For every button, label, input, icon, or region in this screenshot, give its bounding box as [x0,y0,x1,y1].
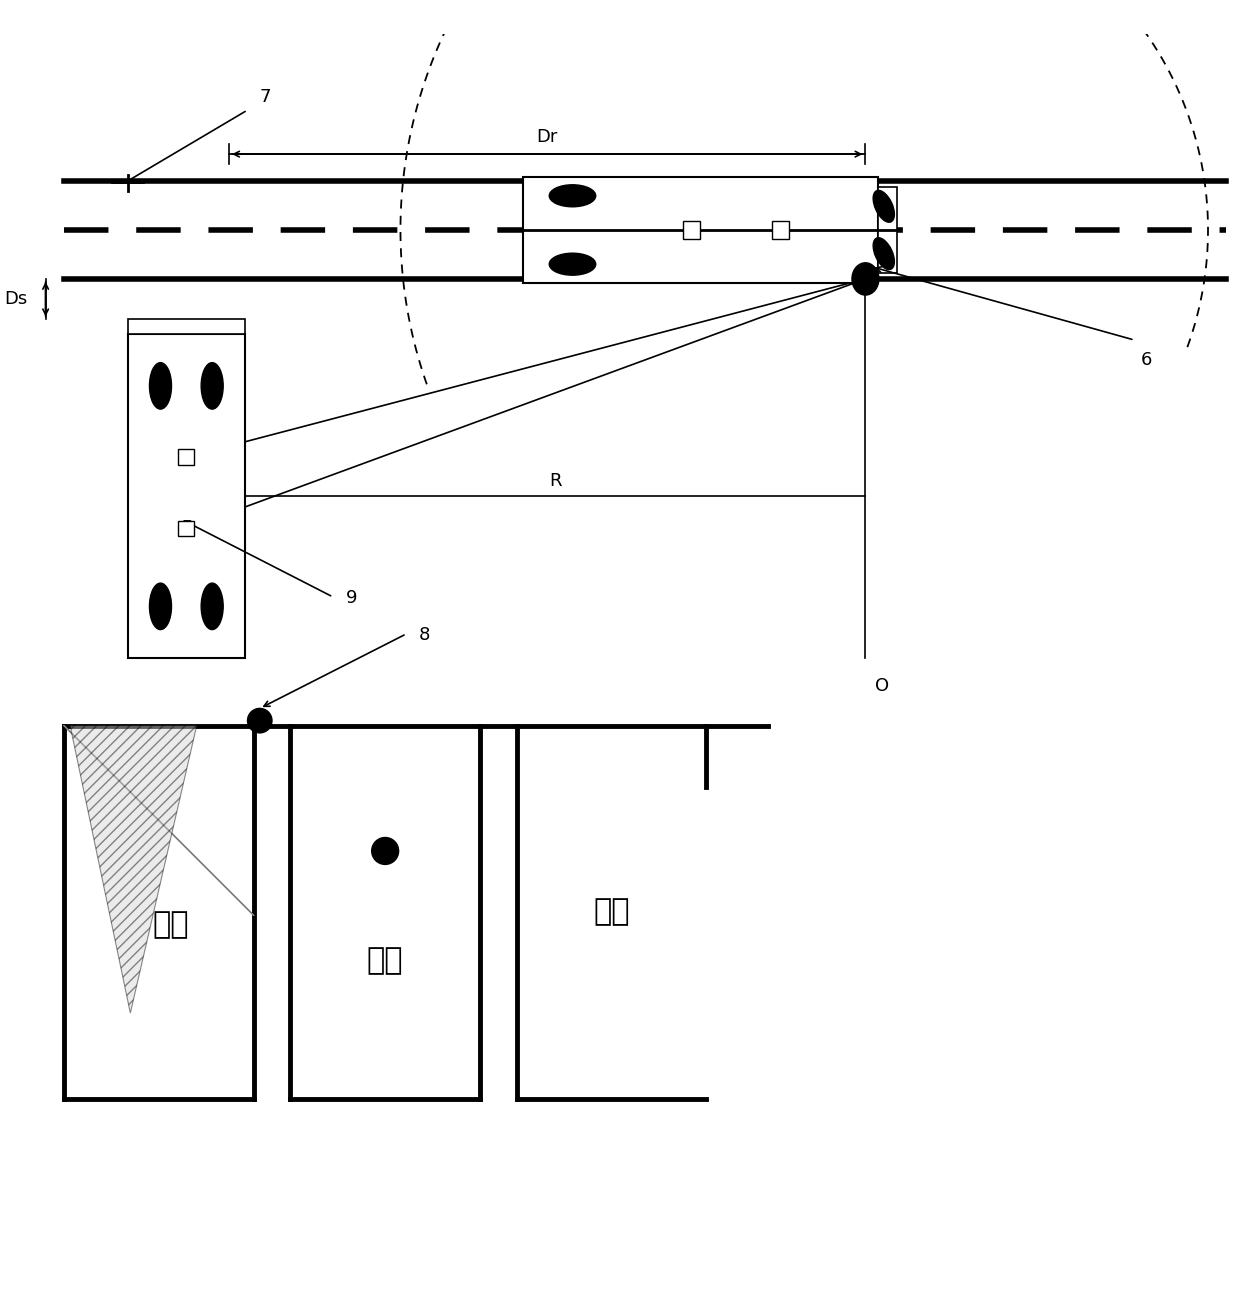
Text: 车位: 车位 [593,898,630,926]
Bar [128,319,246,335]
Text: R: R [549,473,562,491]
Ellipse shape [150,363,171,410]
Bar [683,221,699,239]
Ellipse shape [248,708,272,733]
Bar [878,187,898,273]
Text: Dr: Dr [537,128,558,146]
Ellipse shape [873,238,894,270]
Bar [128,335,246,658]
Ellipse shape [873,190,894,222]
Bar [179,521,195,536]
Ellipse shape [852,262,879,295]
Text: 8: 8 [419,625,430,643]
Ellipse shape [201,583,223,629]
Text: 6: 6 [1141,350,1152,368]
Bar [523,177,878,283]
Text: O: O [875,677,889,695]
Text: 车位: 车位 [153,910,190,939]
Bar [179,450,195,465]
Ellipse shape [150,583,171,629]
Text: 7: 7 [259,88,272,106]
Ellipse shape [549,253,595,275]
Bar [771,221,789,239]
Polygon shape [71,726,197,1013]
Ellipse shape [201,363,223,410]
Ellipse shape [372,837,398,864]
Text: Ds: Ds [4,291,27,307]
Ellipse shape [549,185,595,207]
Text: 9: 9 [346,589,357,607]
Text: 车位: 车位 [367,947,403,975]
